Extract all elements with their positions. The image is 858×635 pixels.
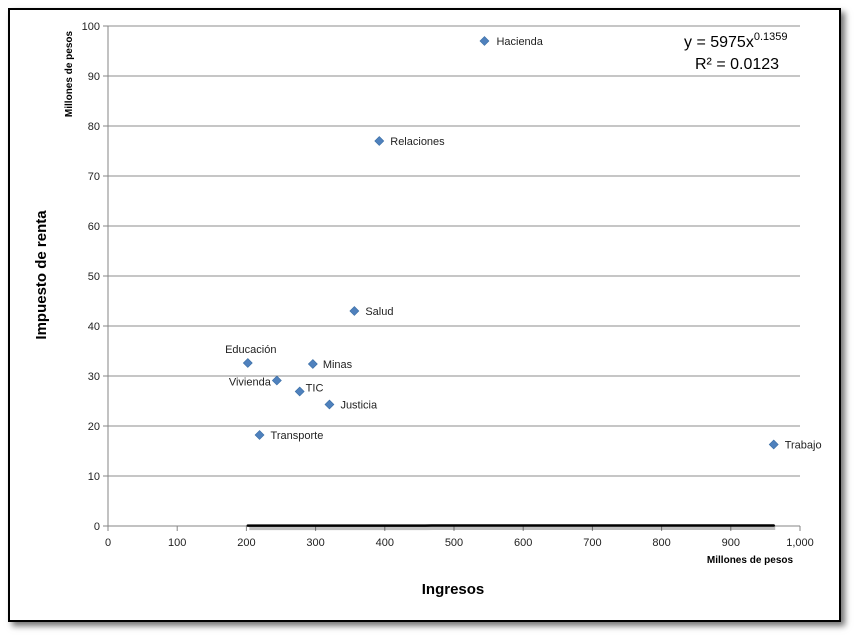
point-label-hacienda: Hacienda	[496, 36, 543, 48]
point-label-justicia: Justicia	[340, 400, 378, 412]
data-point-vivienda	[271, 375, 282, 386]
point-label-vivienda: Vivienda	[229, 377, 272, 389]
data-point-trabajo	[768, 439, 779, 450]
x-tick-label-6: 600	[514, 537, 532, 549]
point-label-minas: Minas	[323, 359, 353, 371]
data-point-salud	[349, 306, 360, 316]
data-point-tic	[294, 386, 305, 397]
x-tick-label-10: 1,000	[786, 537, 814, 549]
data-point-minas	[307, 359, 318, 369]
axes	[103, 25, 801, 531]
y-tick-label-1: 10	[88, 471, 100, 483]
y-tick-label-10: 100	[82, 21, 100, 33]
data-point-justicia	[324, 399, 335, 410]
y-tick-label-7: 70	[88, 171, 100, 183]
x-tick-label-7: 700	[583, 537, 601, 549]
point-label-relaciones: Relaciones	[390, 136, 445, 148]
y-tick-label-6: 60	[88, 221, 100, 233]
data-points	[242, 36, 779, 450]
data-point-transporte	[254, 430, 265, 440]
trend-equation: y = 5975x0.1359	[684, 31, 787, 51]
point-label-transporte: Transporte	[271, 430, 324, 442]
y-tick-labels: 0 10 20 30 40 50 60 70 80 90 100	[82, 21, 100, 533]
data-point-hacienda	[479, 36, 490, 46]
data-point-relaciones	[374, 136, 385, 146]
y-tick-label-0: 0	[94, 521, 100, 533]
point-label-tic: TIC	[306, 383, 324, 395]
y-tick-label-3: 30	[88, 371, 100, 383]
x-tick-labels: 0 100 200 300 400 500 600 700 800 900 1,000	[105, 537, 814, 549]
y-axis-title: Impuesto de renta	[33, 210, 50, 340]
y-tick-label-9: 90	[88, 71, 100, 83]
x-tick-label-9: 900	[722, 537, 740, 549]
y-tick-label-2: 20	[88, 421, 100, 433]
x-tick-label-2: 200	[237, 537, 255, 549]
x-tick-label-1: 100	[168, 537, 186, 549]
trendline	[246, 524, 776, 531]
y-unit-label: Millones de pesos	[64, 30, 75, 117]
y-tick-label-8: 80	[88, 121, 100, 133]
chart-frame	[8, 8, 841, 622]
x-tick-label-0: 0	[105, 537, 111, 549]
x-tick-label-4: 400	[376, 537, 394, 549]
data-point-educacion	[242, 358, 253, 368]
y-tick-label-5: 50	[88, 271, 100, 283]
x-axis-title: Ingresos	[422, 581, 485, 598]
point-label-educacion: Educación	[225, 344, 276, 356]
y-tick-label-4: 40	[88, 321, 100, 333]
point-label-trabajo: Trabajo	[785, 440, 822, 452]
point-label-salud: Salud	[365, 306, 393, 318]
point-labels: Hacienda Relaciones Salud Educación Minas Viv…	[225, 36, 821, 452]
x-unit-label: Millones de pesos	[707, 555, 794, 566]
x-tick-label-8: 800	[652, 537, 670, 549]
x-tick-label-3: 300	[306, 537, 324, 549]
r-squared: R² = 0.0123	[695, 56, 779, 73]
grid-lines	[108, 25, 800, 477]
x-tick-label-5: 500	[445, 537, 463, 549]
